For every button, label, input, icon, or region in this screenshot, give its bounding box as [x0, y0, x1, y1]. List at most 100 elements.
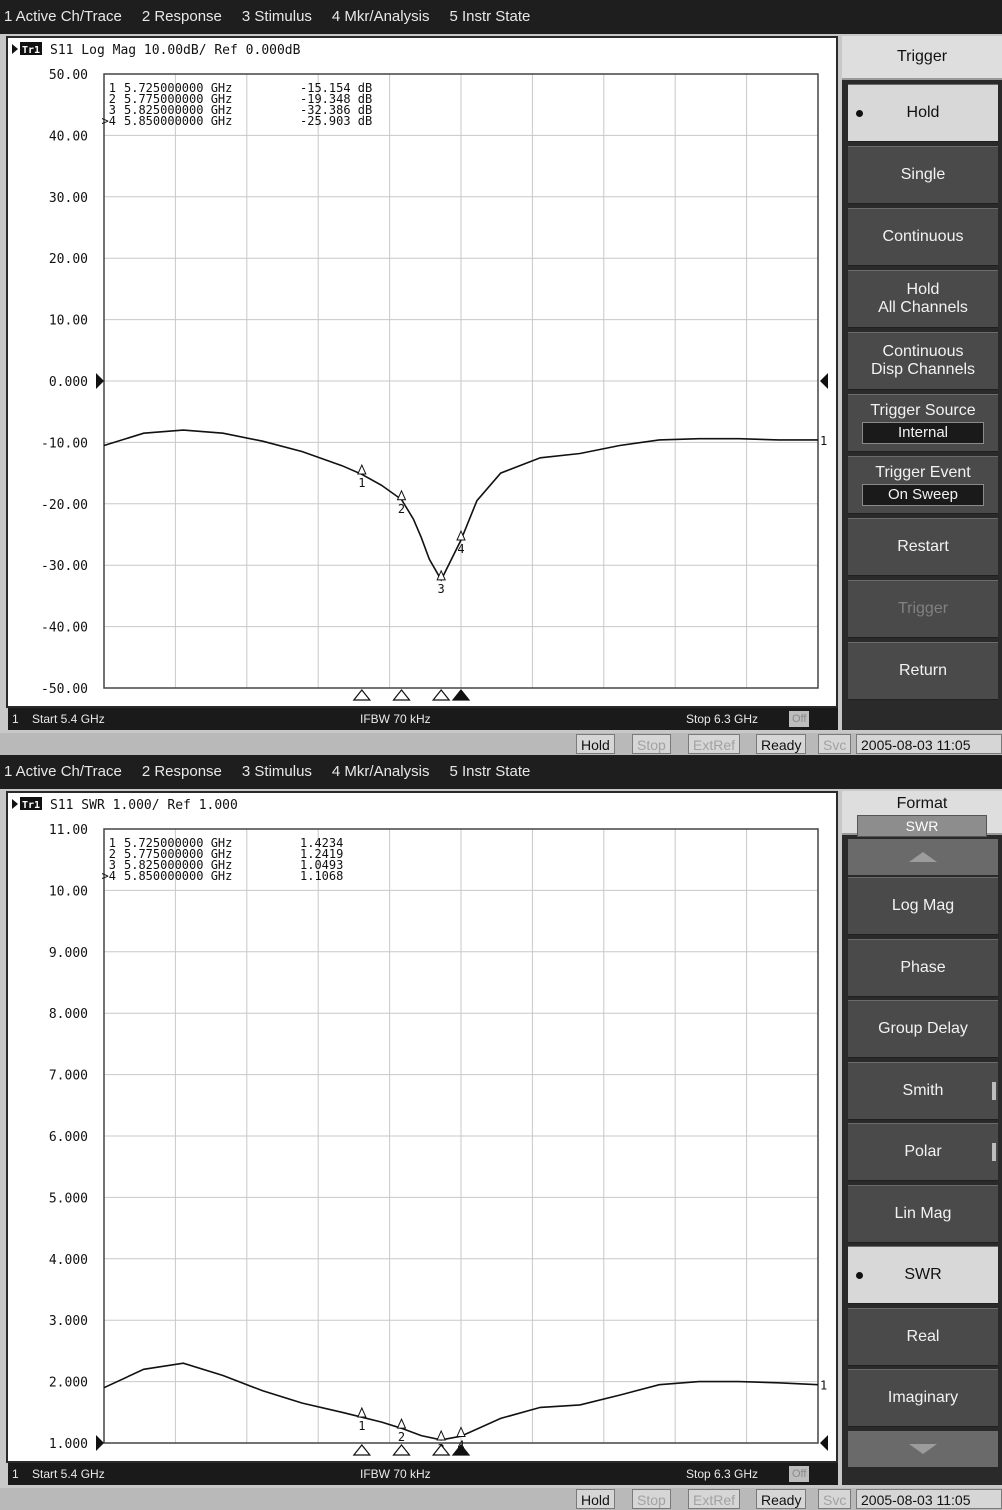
softkey-swr[interactable]: SWR — [848, 1246, 998, 1304]
marker-triangle-icon — [456, 529, 466, 541]
selected-dot-icon — [856, 110, 863, 117]
softkey-label: Return — [898, 662, 948, 679]
off-indicator: Off — [789, 1466, 810, 1482]
stimulus-marker-icon — [431, 1444, 451, 1456]
marker-table-value: -15.154 dB — [300, 81, 372, 95]
softkey-label: Imaginary — [887, 1389, 959, 1406]
start-frequency[interactable]: Start 5.4 GHz — [32, 1467, 105, 1481]
softkey-log-mag[interactable]: Log Mag — [848, 877, 998, 935]
stop-frequency[interactable]: Stop 6.3 GHz — [686, 1467, 759, 1481]
softkey-continuous[interactable]: Continuous — [848, 208, 998, 266]
marker-table-value: -32.386 dB — [300, 103, 372, 117]
softkey-continuous-disp-channels[interactable]: Continuous Disp Channels — [848, 332, 998, 390]
y-tick-label: 6.000 — [49, 1130, 88, 1145]
scroll-up-button[interactable] — [848, 839, 998, 875]
softkey-restart[interactable]: Restart — [848, 518, 998, 576]
submenu-indicator-icon — [992, 1143, 996, 1161]
y-tick-label: 2.000 — [49, 1376, 88, 1391]
submenu-indicator-icon — [992, 1081, 996, 1100]
marker-table-value: -25.903 dB — [300, 114, 372, 128]
softkey-menu-trigger: Trigger Hold Single Continuous Hold All Chan… — [842, 36, 1002, 730]
stop-frequency[interactable]: Stop 6.3 GHz — [686, 712, 759, 726]
menu-mkr-analysis[interactable]: 4 Mkr/Analysis — [331, 8, 430, 25]
chevron-down-icon — [909, 1443, 937, 1454]
softkey-label-line2: Disp Channels — [870, 361, 976, 378]
menu-mkr-analysis[interactable]: 4 Mkr/Analysis — [331, 763, 430, 780]
y-tick-label: 3.000 — [49, 1314, 88, 1329]
trace-header: S11 SWR 1.000/ Ref 1.000 — [50, 798, 238, 813]
menu-active-ch-trace[interactable]: 1 Active Ch/Trace — [4, 763, 122, 780]
softkey-return[interactable]: Return — [848, 642, 998, 700]
softkey-label: Single — [900, 166, 946, 183]
swr-chart: Tr1 S11 SWR 1.000/ Ref 1.000 11.00 10.00 9.0… — [12, 797, 828, 1456]
y-tick-label: 10.00 — [49, 884, 88, 899]
reference-level-arrow-icon — [820, 373, 828, 389]
softkey-trigger-source[interactable]: Trigger Source Internal — [848, 394, 998, 452]
softkey-lin-mag[interactable]: Lin Mag — [848, 1184, 998, 1243]
marker-table-value: 1.0493 — [300, 858, 343, 872]
softkey-single[interactable]: Single — [848, 146, 998, 204]
y-tick-label: -30.00 — [41, 559, 88, 574]
menu-response[interactable]: 2 Response — [141, 763, 222, 780]
active-trace-arrow-icon — [12, 44, 18, 54]
marker-table-id: 2 — [109, 847, 116, 861]
swr-window: 1 Active Ch/Trace 2 Response 3 Stimulus … — [0, 755, 1002, 1510]
status-extref: ExtRef — [688, 1489, 741, 1509]
softkey-smith[interactable]: Smith — [848, 1061, 998, 1120]
chart-area[interactable]: Tr1 S11 Log Mag 10.00dB/ Ref 0.000dB 50.00… — [6, 36, 838, 708]
marker-label: 1 — [358, 476, 365, 490]
softkey-hold[interactable]: Hold — [848, 84, 998, 142]
ifbw-label[interactable]: IFBW 70 kHz — [360, 1467, 431, 1481]
softkey-polar[interactable]: Polar — [848, 1123, 998, 1181]
chart-area[interactable]: Tr1 S11 SWR 1.000/ Ref 1.000 11.00 10.00 9.0… — [6, 791, 838, 1463]
start-frequency[interactable]: Start 5.4 GHz — [32, 712, 105, 726]
status-hold: Hold — [576, 1489, 615, 1509]
y-tick-label: 0.000 — [49, 375, 88, 390]
marker-label: 2 — [398, 1430, 405, 1444]
menu-stimulus[interactable]: 3 Stimulus — [241, 8, 312, 25]
ifbw-label[interactable]: IFBW 70 kHz — [360, 712, 431, 726]
marker-table-value: -19.348 dB — [300, 92, 372, 106]
marker-table-frequency: 5.850000000 GHz — [124, 114, 232, 128]
marker-table-frequency: 5.725000000 GHz — [124, 81, 232, 95]
softkey-label: Restart — [897, 538, 949, 555]
softkey-hold-all-channels[interactable]: Hold All Channels — [848, 270, 998, 328]
menu-bar: 1 Active Ch/Trace 2 Response 3 Stimulus … — [0, 0, 1002, 34]
status-ready: Ready — [756, 734, 807, 754]
menu-response[interactable]: 2 Response — [141, 8, 222, 25]
softkey-trigger-event[interactable]: Trigger Event On Sweep — [848, 456, 998, 514]
marker-label: 1 — [358, 1419, 365, 1433]
plot-frame — [103, 828, 819, 1444]
status-extref: ExtRef — [688, 734, 741, 754]
menu-bar: 1 Active Ch/Trace 2 Response 3 Stimulus … — [0, 755, 1002, 789]
menu-instr-state[interactable]: 5 Instr State — [449, 8, 531, 25]
channel-number: 1 — [12, 712, 19, 726]
softkey-group-delay[interactable]: Group Delay — [848, 1000, 998, 1058]
y-tick-label: 9.000 — [49, 946, 88, 961]
softkey-label: Hold — [906, 104, 940, 121]
marker-triangle-icon — [456, 1426, 466, 1437]
status-bar: Hold Stop ExtRef Ready Svc 2005-08-03 11… — [0, 733, 1002, 755]
y-tick-label: -40.00 — [41, 621, 88, 636]
stimulus-marker-icon — [392, 1444, 411, 1456]
marker-triangle-icon — [357, 463, 367, 475]
marker-table-id: >4 — [102, 114, 116, 128]
channel-footer: 1 Start 5.4 GHz IFBW 70 kHz Stop 6.3 GHz… — [8, 1463, 838, 1485]
marker-table-value: 1.1068 — [300, 869, 343, 883]
y-tick-label: 20.00 — [49, 252, 88, 267]
menu-instr-state[interactable]: 5 Instr State — [449, 763, 531, 780]
marker-triangle-icon — [396, 1417, 407, 1429]
menu-active-ch-trace[interactable]: 1 Active Ch/Trace — [4, 8, 122, 25]
marker-table-id: 3 — [109, 103, 116, 117]
trace-end-label: 1 — [820, 434, 827, 448]
marker-table-id: 1 — [109, 81, 116, 95]
softkey-trigger[interactable]: Trigger — [848, 580, 998, 638]
trace-line — [103, 1362, 819, 1441]
softkey-imaginary[interactable]: Imaginary — [848, 1369, 998, 1427]
stimulus-marker-icon — [352, 1444, 372, 1456]
softkey-phase[interactable]: Phase — [848, 938, 998, 997]
softkey-real[interactable]: Real — [848, 1307, 998, 1366]
marker-table-frequency: 5.775000000 GHz — [124, 847, 232, 861]
menu-stimulus[interactable]: 3 Stimulus — [241, 763, 312, 780]
scroll-down-button[interactable] — [848, 1430, 998, 1467]
